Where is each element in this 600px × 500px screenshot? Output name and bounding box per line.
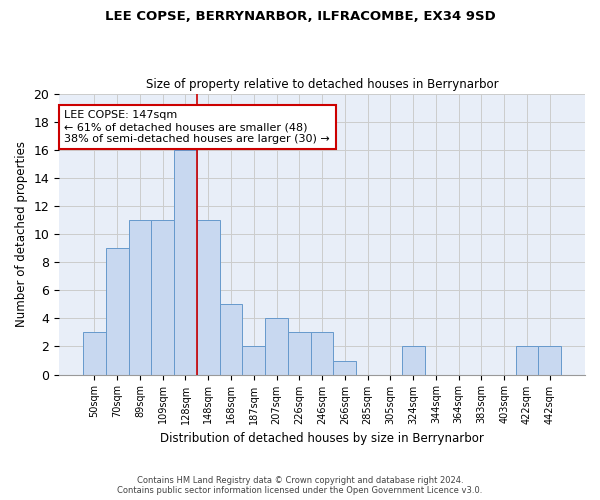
Text: LEE COPSE, BERRYNARBOR, ILFRACOMBE, EX34 9SD: LEE COPSE, BERRYNARBOR, ILFRACOMBE, EX34… <box>104 10 496 23</box>
Bar <box>128 220 151 374</box>
Bar <box>265 318 288 374</box>
Bar <box>242 346 265 374</box>
Title: Size of property relative to detached houses in Berrynarbor: Size of property relative to detached ho… <box>146 78 499 91</box>
Bar <box>151 220 174 374</box>
X-axis label: Distribution of detached houses by size in Berrynarbor: Distribution of detached houses by size … <box>160 432 484 445</box>
Bar <box>288 332 311 374</box>
Bar <box>83 332 106 374</box>
Bar <box>106 248 128 374</box>
Bar <box>515 346 538 374</box>
Text: Contains HM Land Registry data © Crown copyright and database right 2024.
Contai: Contains HM Land Registry data © Crown c… <box>118 476 482 495</box>
Bar <box>197 220 220 374</box>
Bar <box>402 346 425 374</box>
Text: LEE COPSE: 147sqm
← 61% of detached houses are smaller (48)
38% of semi-detached: LEE COPSE: 147sqm ← 61% of detached hous… <box>64 110 330 144</box>
Bar <box>334 360 356 374</box>
Bar <box>538 346 561 374</box>
Bar <box>174 150 197 374</box>
Bar <box>311 332 334 374</box>
Y-axis label: Number of detached properties: Number of detached properties <box>15 141 28 327</box>
Bar <box>220 304 242 374</box>
